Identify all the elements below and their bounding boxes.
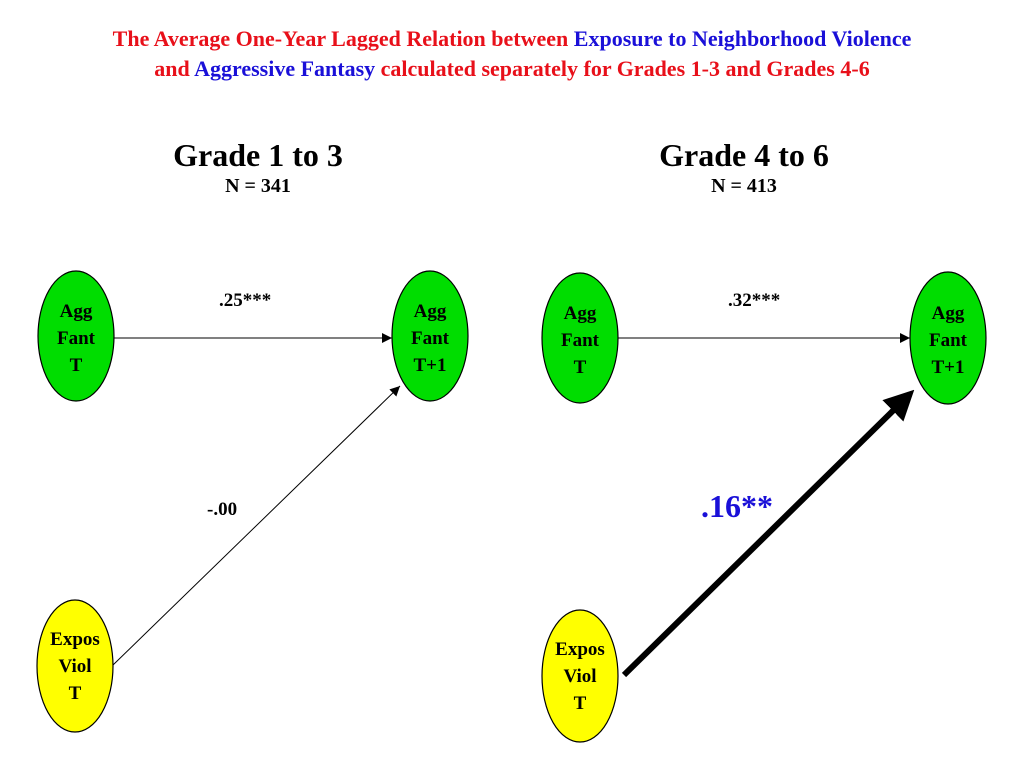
right-grade-heading: Grade 4 to 6 (659, 137, 829, 173)
node-label-line: Fant (561, 330, 599, 351)
node-label-line: Agg (563, 303, 597, 324)
title-part-2: Exposure to Neighborhood Violence (573, 26, 912, 51)
right-agg-fant-t-label: Agg Fant T (542, 300, 618, 381)
right-cross-lagged-arrow (621, 389, 915, 678)
title-part-1: The Average One-Year Lagged Relation bet… (112, 26, 574, 51)
right-expos-viol-label: Expos Viol T (542, 636, 618, 717)
node-label-line: Viol (563, 666, 597, 687)
node-label-line: T (68, 683, 82, 704)
left-agg-fant-t-label: Agg Fant T (38, 298, 114, 379)
right-sample-size: N = 413 (711, 175, 777, 197)
node-label-line: T+1 (413, 355, 447, 376)
title-part-4: Aggressive Fantasy (194, 56, 376, 81)
node-label-line: Fant (411, 328, 449, 349)
right-expos-viol-node (541, 609, 619, 743)
node-label-line: T (69, 355, 83, 376)
left-sample-size: N = 341 (225, 175, 291, 197)
left-grade-heading: Grade 1 to 3 (173, 137, 343, 173)
slide-title: The Average One-Year Lagged Relation bet… (0, 24, 1024, 84)
left-agg-fant-t1-label: Agg Fant T+1 (392, 298, 468, 379)
node-label-line: T+1 (931, 357, 965, 378)
left-cross-lagged-arrow (112, 385, 401, 666)
node-label-line: Agg (931, 303, 965, 324)
left-agg-fant-t-node (37, 270, 115, 402)
node-label-line: T (573, 357, 587, 378)
left-expos-viol-label: Expos Viol T (37, 626, 113, 707)
right-agg-fant-t1-label: Agg Fant T+1 (910, 300, 986, 381)
left-panel-heading: Grade 1 to 3 N = 341 (108, 136, 408, 198)
left-agg-fant-t1-node (391, 270, 469, 402)
node-label-line: T (573, 693, 587, 714)
node-label-line: Agg (59, 301, 93, 322)
right-cross-lagged-coefficient: .16** (701, 488, 773, 524)
left-stability-coefficient: .25*** (219, 290, 272, 311)
right-stability-coefficient: .32*** (728, 290, 781, 311)
left-cross-lagged-coefficient: -.00 (207, 499, 238, 520)
node-label-line: Viol (58, 656, 92, 677)
node-label-line: Agg (413, 301, 447, 322)
node-label-line: Expos (50, 629, 100, 650)
node-label-line: Fant (929, 330, 967, 351)
right-panel-heading: Grade 4 to 6 N = 413 (594, 136, 894, 198)
title-part-3: and (154, 56, 195, 81)
left-expos-viol-node (36, 599, 114, 733)
node-label-line: Expos (555, 639, 605, 660)
node-label-line: Fant (57, 328, 95, 349)
title-part-5: calculated separately for Grades 1-3 and… (375, 56, 870, 81)
